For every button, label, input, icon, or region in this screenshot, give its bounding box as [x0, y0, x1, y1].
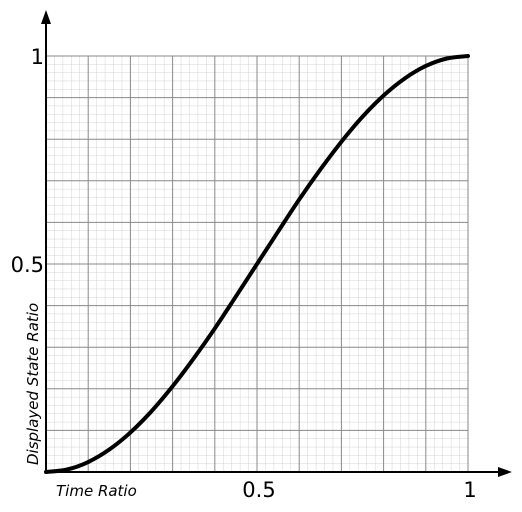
x-axis-label: Time Ratio: [56, 482, 137, 500]
series-line-0: [44, 54, 470, 474]
y-axis-arrow-icon: [41, 10, 51, 24]
x-tick-label: 0.5: [242, 478, 275, 502]
y-tick-label: 0.5: [11, 253, 44, 277]
y-tick-label: 1: [31, 45, 44, 69]
axes: [41, 10, 512, 477]
series-layer: [44, 54, 470, 474]
y-axis-label: Displayed State Ratio: [24, 303, 42, 465]
x-axis-arrow-icon: [498, 467, 512, 477]
tick-labels: 0.5 1 0.5 1: [11, 45, 477, 502]
x-tick-label: 1: [463, 478, 476, 502]
